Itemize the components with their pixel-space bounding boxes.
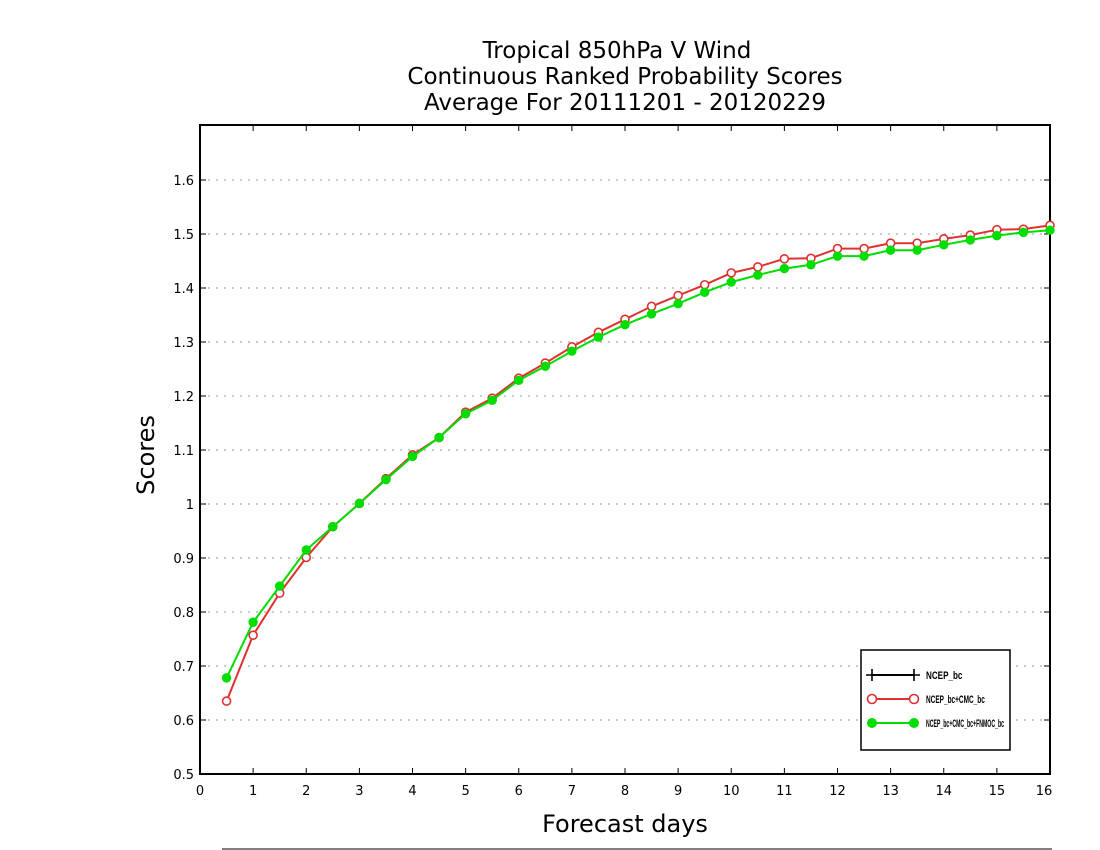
data-point — [699, 287, 710, 298]
chart-title-line-3: Average For 20111201 - 20120229 — [424, 90, 826, 116]
legend-label: NCEP_bc — [926, 670, 962, 682]
data-point — [912, 245, 922, 255]
data-point — [1045, 225, 1055, 235]
x-tick-label: 11 — [776, 784, 793, 799]
data-point — [699, 279, 710, 290]
x-tick-label: 5 — [461, 784, 469, 799]
y-tick-label: 0.6 — [173, 714, 194, 729]
data-point — [832, 251, 843, 261]
data-point — [885, 245, 896, 255]
data-point — [567, 346, 577, 356]
x-tick-label: 4 — [408, 784, 416, 799]
data-point — [381, 475, 391, 485]
x-tick-label: 16 — [1036, 784, 1053, 799]
x-axis-title: Forecast days — [542, 810, 708, 838]
x-tick-label: 15 — [989, 784, 1006, 799]
legend-label: NCEP_bc+CMC_bc — [926, 694, 985, 706]
series-line — [225, 224, 1051, 702]
chart-title-line-1: Tropical 850hPa V Wind — [482, 38, 752, 64]
data-point — [301, 545, 311, 555]
data-point — [965, 235, 976, 245]
x-tick-label: 13 — [882, 784, 899, 799]
legend-marker — [866, 693, 878, 705]
chart-title-line-2: Continuous Ranked Probability Scores — [407, 64, 842, 90]
y-tick-label: 1.2 — [173, 390, 194, 405]
series-line — [225, 229, 1051, 679]
x-tick-label: 3 — [355, 784, 363, 799]
data-point — [328, 521, 338, 532]
x-tick-label: 1 — [249, 784, 257, 799]
data-point — [673, 298, 683, 309]
data-point — [753, 262, 763, 272]
legend-marker — [909, 718, 919, 728]
data-point — [646, 301, 657, 312]
data-point — [593, 332, 604, 342]
y-tick-label: 0.5 — [173, 768, 194, 783]
data-point — [859, 251, 869, 261]
legend: NCEP_bc NCEP_bc+CMC_bc NCEP_bc+CMC_bc+FNMO… — [860, 649, 1011, 751]
data-point — [221, 673, 232, 683]
x-tick-label: 7 — [568, 784, 576, 799]
data-point — [806, 260, 816, 270]
y-tick-label: 1.3 — [173, 336, 194, 351]
x-tick-label: 0 — [196, 784, 204, 799]
data-point — [753, 270, 763, 280]
y-tick-label: 1.5 — [173, 228, 194, 243]
x-tick-label: 8 — [621, 784, 629, 799]
x-tick-label: 10 — [723, 784, 740, 799]
y-tick-label: 1.4 — [173, 282, 194, 297]
data-point — [992, 230, 1002, 241]
data-point — [221, 696, 232, 706]
legend-label: NCEP_bc+CMC_bc+FNMOC_bc — [926, 718, 1004, 730]
data-point — [487, 395, 497, 406]
data-point — [274, 581, 285, 591]
x-tick-label: 9 — [674, 784, 682, 799]
axis-ticks: 0.50.60.70.80.911.11.21.31.41.51.60 1 2 3 4 5… — [173, 125, 1052, 799]
legend-marker — [908, 669, 920, 681]
legend-marker — [908, 693, 920, 705]
x-tick-label: 12 — [829, 784, 846, 799]
data-point — [726, 277, 736, 287]
series-group — [221, 220, 1055, 706]
data-point — [354, 498, 365, 509]
data-point — [620, 320, 630, 330]
y-tick-label: 0.9 — [173, 552, 194, 567]
y-axis-title: Scores — [132, 415, 160, 495]
data-point — [248, 630, 258, 641]
data-point — [646, 309, 657, 319]
data-point — [726, 268, 737, 278]
data-point — [832, 243, 843, 254]
gridlines — [200, 179, 1050, 775]
y-tick-label: 1 — [186, 498, 194, 513]
y-tick-label: 0.7 — [173, 660, 194, 675]
data-point — [514, 375, 524, 386]
legend-marker — [866, 669, 878, 681]
data-point — [1018, 227, 1029, 238]
data-point — [540, 361, 551, 371]
x-tick-label: 14 — [935, 784, 952, 799]
data-point — [939, 240, 949, 250]
data-point — [407, 451, 418, 462]
data-point — [779, 263, 790, 274]
x-tick-label: 2 — [302, 784, 310, 799]
data-point — [859, 243, 869, 254]
y-tick-label: 1.6 — [173, 174, 194, 189]
data-point — [673, 290, 683, 301]
y-tick-label: 1.1 — [173, 444, 194, 459]
data-point — [779, 254, 790, 264]
y-tick-label: 0.8 — [173, 606, 194, 621]
data-point — [434, 432, 444, 443]
data-point — [248, 617, 258, 627]
plot-area — [199, 124, 1051, 775]
data-point — [460, 409, 471, 419]
legend-marker — [867, 718, 877, 728]
x-tick-label: 6 — [515, 784, 523, 799]
